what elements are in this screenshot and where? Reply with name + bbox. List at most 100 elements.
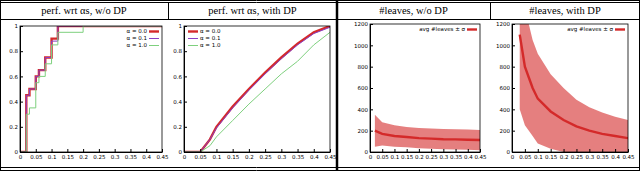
y-tick: 1 — [179, 23, 188, 29]
x-tick-label: 0.05 — [30, 154, 43, 160]
y-tick: 600 — [500, 85, 516, 91]
y-tick-mark — [512, 152, 515, 153]
legend: α = 0.0α = 0.1α = 1.0 — [188, 28, 221, 48]
legend-swatch — [188, 45, 198, 46]
x-tick-label: 0 — [511, 154, 515, 160]
panel-title: perf. wrt αs, w/o DP — [41, 5, 127, 16]
x-tick: 0.1 — [534, 149, 543, 160]
y-tick: 1200 — [496, 21, 515, 27]
figure: perf. wrt αs, w/o DP00.050.10.150.20.250… — [0, 0, 640, 172]
x-tick: 0.25 — [425, 149, 438, 160]
x-tick-mark — [564, 149, 565, 152]
y-tick-label: 0 — [15, 149, 19, 155]
y-tick-label: 0.2 — [9, 124, 18, 130]
y-tick: 0.4 — [173, 99, 187, 105]
x-tick-label: 0.3 — [277, 154, 286, 160]
y-tick-mark — [370, 88, 373, 89]
x-tick-label: 0.2 — [245, 154, 254, 160]
x-axis-line — [185, 152, 331, 153]
x-tick: 0.2 — [415, 149, 424, 160]
x-tick-label: 0.35 — [597, 154, 610, 160]
x-tick-mark — [628, 149, 629, 152]
x-tick-mark — [431, 149, 432, 152]
x-tick-mark — [407, 149, 408, 152]
y-tick-label: 0.4 — [9, 99, 18, 105]
x-tick-mark — [468, 149, 469, 152]
y-axis: 0 0.2 0.4 0.6 0.8 1 — [173, 23, 187, 155]
legend-swatch — [615, 28, 625, 30]
y-tick-label: 600 — [500, 85, 511, 91]
legend-swatch — [467, 28, 477, 30]
y-tick-label: 1200 — [496, 21, 510, 27]
y-tick-mark — [370, 67, 373, 68]
y-tick: 0 — [507, 149, 516, 155]
y-tick-label: 600 — [358, 85, 369, 91]
plot-frame — [512, 24, 628, 152]
y-tick: 600 — [358, 85, 374, 91]
x-tick-mark — [615, 149, 616, 152]
x-tick: 0.35 — [597, 149, 610, 160]
x-tick-mark — [419, 149, 420, 152]
series-line — [520, 35, 628, 138]
y-tick-label: 800 — [500, 64, 511, 70]
y-tick-mark — [184, 102, 187, 103]
x-tick-mark — [99, 149, 100, 152]
x-tick-mark — [394, 149, 395, 152]
y-tick: 1000 — [354, 43, 373, 49]
series-line — [184, 27, 330, 152]
y-tick: 400 — [358, 107, 374, 113]
x-tick-label: 0.35 — [125, 154, 138, 160]
x-tick: 0.4 — [142, 149, 151, 160]
x-tick: 0.3 — [111, 149, 120, 160]
x-tick: 0.1 — [213, 149, 222, 160]
y-tick: 0.6 — [173, 74, 187, 80]
x-tick-label: 0.05 — [195, 154, 208, 160]
x-tick: 0.2 — [245, 149, 254, 160]
y-tick-mark — [512, 131, 515, 132]
y-tick: 0.2 — [173, 124, 187, 130]
y-axis-line — [184, 27, 185, 153]
y-tick: 400 — [500, 107, 516, 113]
legend-swatch — [149, 45, 159, 46]
x-tick: 0.25 — [571, 149, 584, 160]
x-tick-label: 0.45 — [474, 154, 487, 160]
x-tick: 0.35 — [292, 149, 305, 160]
x-tick-label: 0.45 — [156, 154, 169, 160]
y-tick-label: 0.6 — [9, 74, 18, 80]
x-tick-mark — [36, 149, 37, 152]
x-tick-label: 0.4 — [611, 154, 620, 160]
panel: #leaves, w/o DP00.050.10.150.20.250.30.3… — [354, 5, 487, 160]
y-tick: 1 — [15, 23, 24, 29]
x-tick-label: 0.1 — [48, 154, 57, 160]
y-tick: 0 — [179, 149, 188, 155]
x-tick-label: 0.1 — [391, 154, 400, 160]
series-line — [375, 131, 480, 140]
y-tick: 200 — [500, 128, 516, 134]
y-tick-label: 0 — [365, 149, 369, 155]
series-line — [20, 26, 162, 152]
y-tick: 0.8 — [9, 48, 23, 54]
y-tick-mark — [20, 127, 23, 128]
table-rule — [336, 0, 339, 171]
x-tick-mark — [265, 149, 266, 152]
y-tick-label: 0.8 — [173, 48, 182, 54]
x-tick-label: 0 — [183, 154, 187, 160]
x-tick-mark — [382, 149, 383, 152]
table-rule — [168, 2, 169, 20]
panel: #leaves, with DP00.050.10.150.20.250.30.… — [496, 0, 635, 160]
legend-swatch — [149, 38, 159, 39]
x-tick: 0.45 — [156, 149, 169, 160]
y-tick-label: 200 — [500, 128, 511, 134]
plot-marks — [520, 24, 628, 152]
x-tick-label: 0.15 — [62, 154, 75, 160]
legend-swatch — [188, 38, 198, 39]
x-axis: 00.050.10.150.20.250.30.350.40.45 — [511, 149, 635, 160]
x-tick: 0.35 — [125, 149, 138, 160]
y-tick-label: 0.6 — [173, 74, 182, 80]
y-tick: 800 — [358, 64, 374, 70]
x-tick: 0.15 — [62, 149, 75, 160]
y-tick-mark — [370, 131, 373, 132]
legend: α = 0.0α = 0.1α = 1.0 — [127, 28, 159, 48]
x-tick-label: 0.3 — [111, 154, 120, 160]
y-tick-mark — [512, 88, 515, 89]
